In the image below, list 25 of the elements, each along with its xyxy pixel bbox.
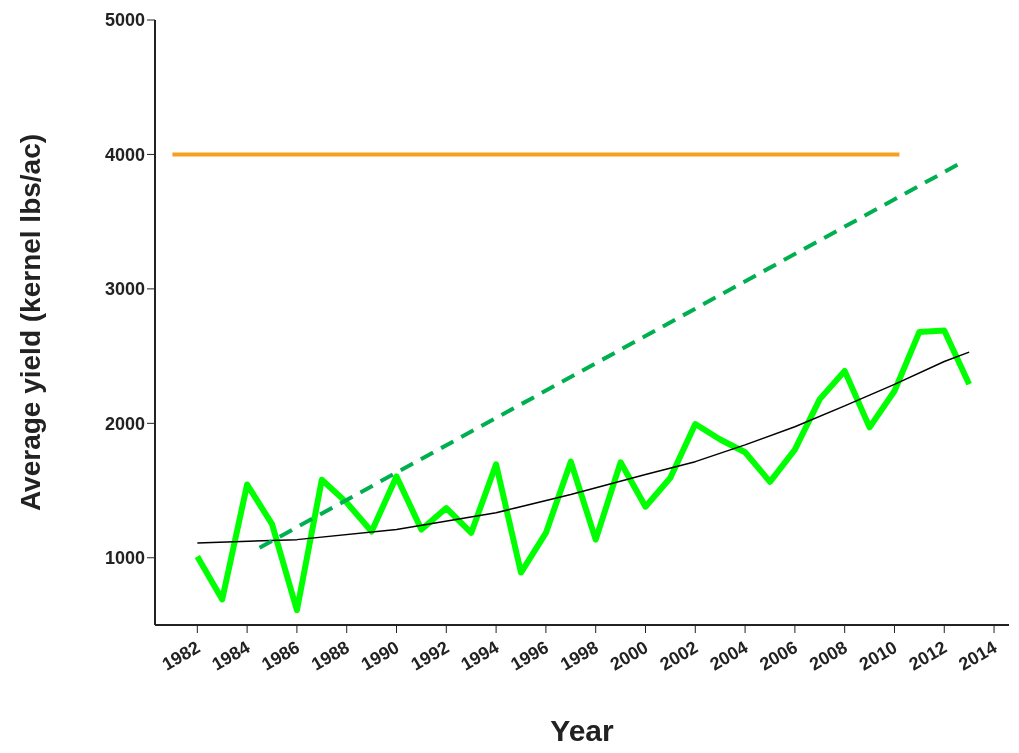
y-tick-label: 1000 (104, 548, 145, 569)
x-tick-label: 1982 (158, 637, 204, 675)
x-tick-label: 1992 (407, 637, 453, 675)
y-tick-label: 5000 (104, 10, 145, 31)
x-tick-label: 1994 (457, 637, 503, 675)
x-tick-label: 1996 (507, 637, 552, 675)
x-tick-label: 1998 (557, 637, 602, 675)
y-axis-title: Average yield (kernel lbs/ac) (14, 133, 46, 512)
x-tick-label: 2014 (955, 637, 1001, 675)
x-tick-label: 1986 (258, 637, 303, 675)
x-tick-label: 1990 (357, 637, 403, 675)
y-tick-label: 4000 (104, 144, 145, 165)
x-tick-label: 2006 (756, 637, 801, 675)
x-tick-label: 1988 (308, 637, 353, 675)
x-tick-label: 2004 (706, 637, 752, 675)
x-tick-label: 2000 (606, 637, 652, 675)
line-series (196, 351, 970, 544)
x-axis-title: Year (550, 714, 615, 747)
x-tick-label: 2002 (656, 637, 702, 675)
y-tick-label: 2000 (104, 413, 145, 434)
x-tick-label: 2010 (855, 637, 901, 675)
x-tick-label: 2012 (905, 637, 951, 675)
x-tick-label: 1984 (208, 637, 254, 675)
x-tick-label: 2008 (805, 637, 851, 675)
y-tick-label: 3000 (104, 279, 145, 300)
